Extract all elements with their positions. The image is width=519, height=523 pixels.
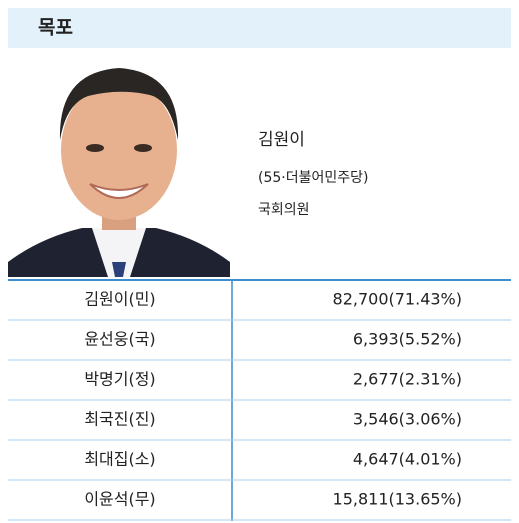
- candidate-position: 국회의원: [258, 202, 310, 218]
- candidate-photo: [8, 55, 230, 277]
- candidate-cell: 박명기(정): [84, 370, 155, 389]
- candidate-cell: 김원이(민): [84, 290, 155, 309]
- candidate-cell: 최대집(소): [84, 450, 155, 469]
- candidate-cell: 이윤석(무): [84, 490, 155, 509]
- result-table: 김원이(민) 82,700(71.43%) 윤선웅(국) 6,393(5.52%) 박명…: [8, 290, 511, 521]
- votes-cell: 4,647(4.01%): [353, 450, 462, 469]
- region-title: 목포: [38, 17, 73, 39]
- votes-cell: 3,546(3.06%): [353, 410, 462, 429]
- candidate-cell: 최국진(진): [84, 410, 155, 429]
- header-band: [8, 8, 511, 48]
- candidate-detail: (55·더불어민주당): [258, 170, 368, 186]
- candidate-name: 김원이: [258, 130, 305, 150]
- votes-cell: 6,393(5.52%): [353, 330, 462, 349]
- votes-cell: 82,700(71.43%): [333, 290, 462, 309]
- votes-cell: 15,811(13.65%): [333, 490, 462, 509]
- candidate-cell: 윤선웅(국): [84, 330, 155, 349]
- votes-cell: 2,677(2.31%): [353, 370, 462, 389]
